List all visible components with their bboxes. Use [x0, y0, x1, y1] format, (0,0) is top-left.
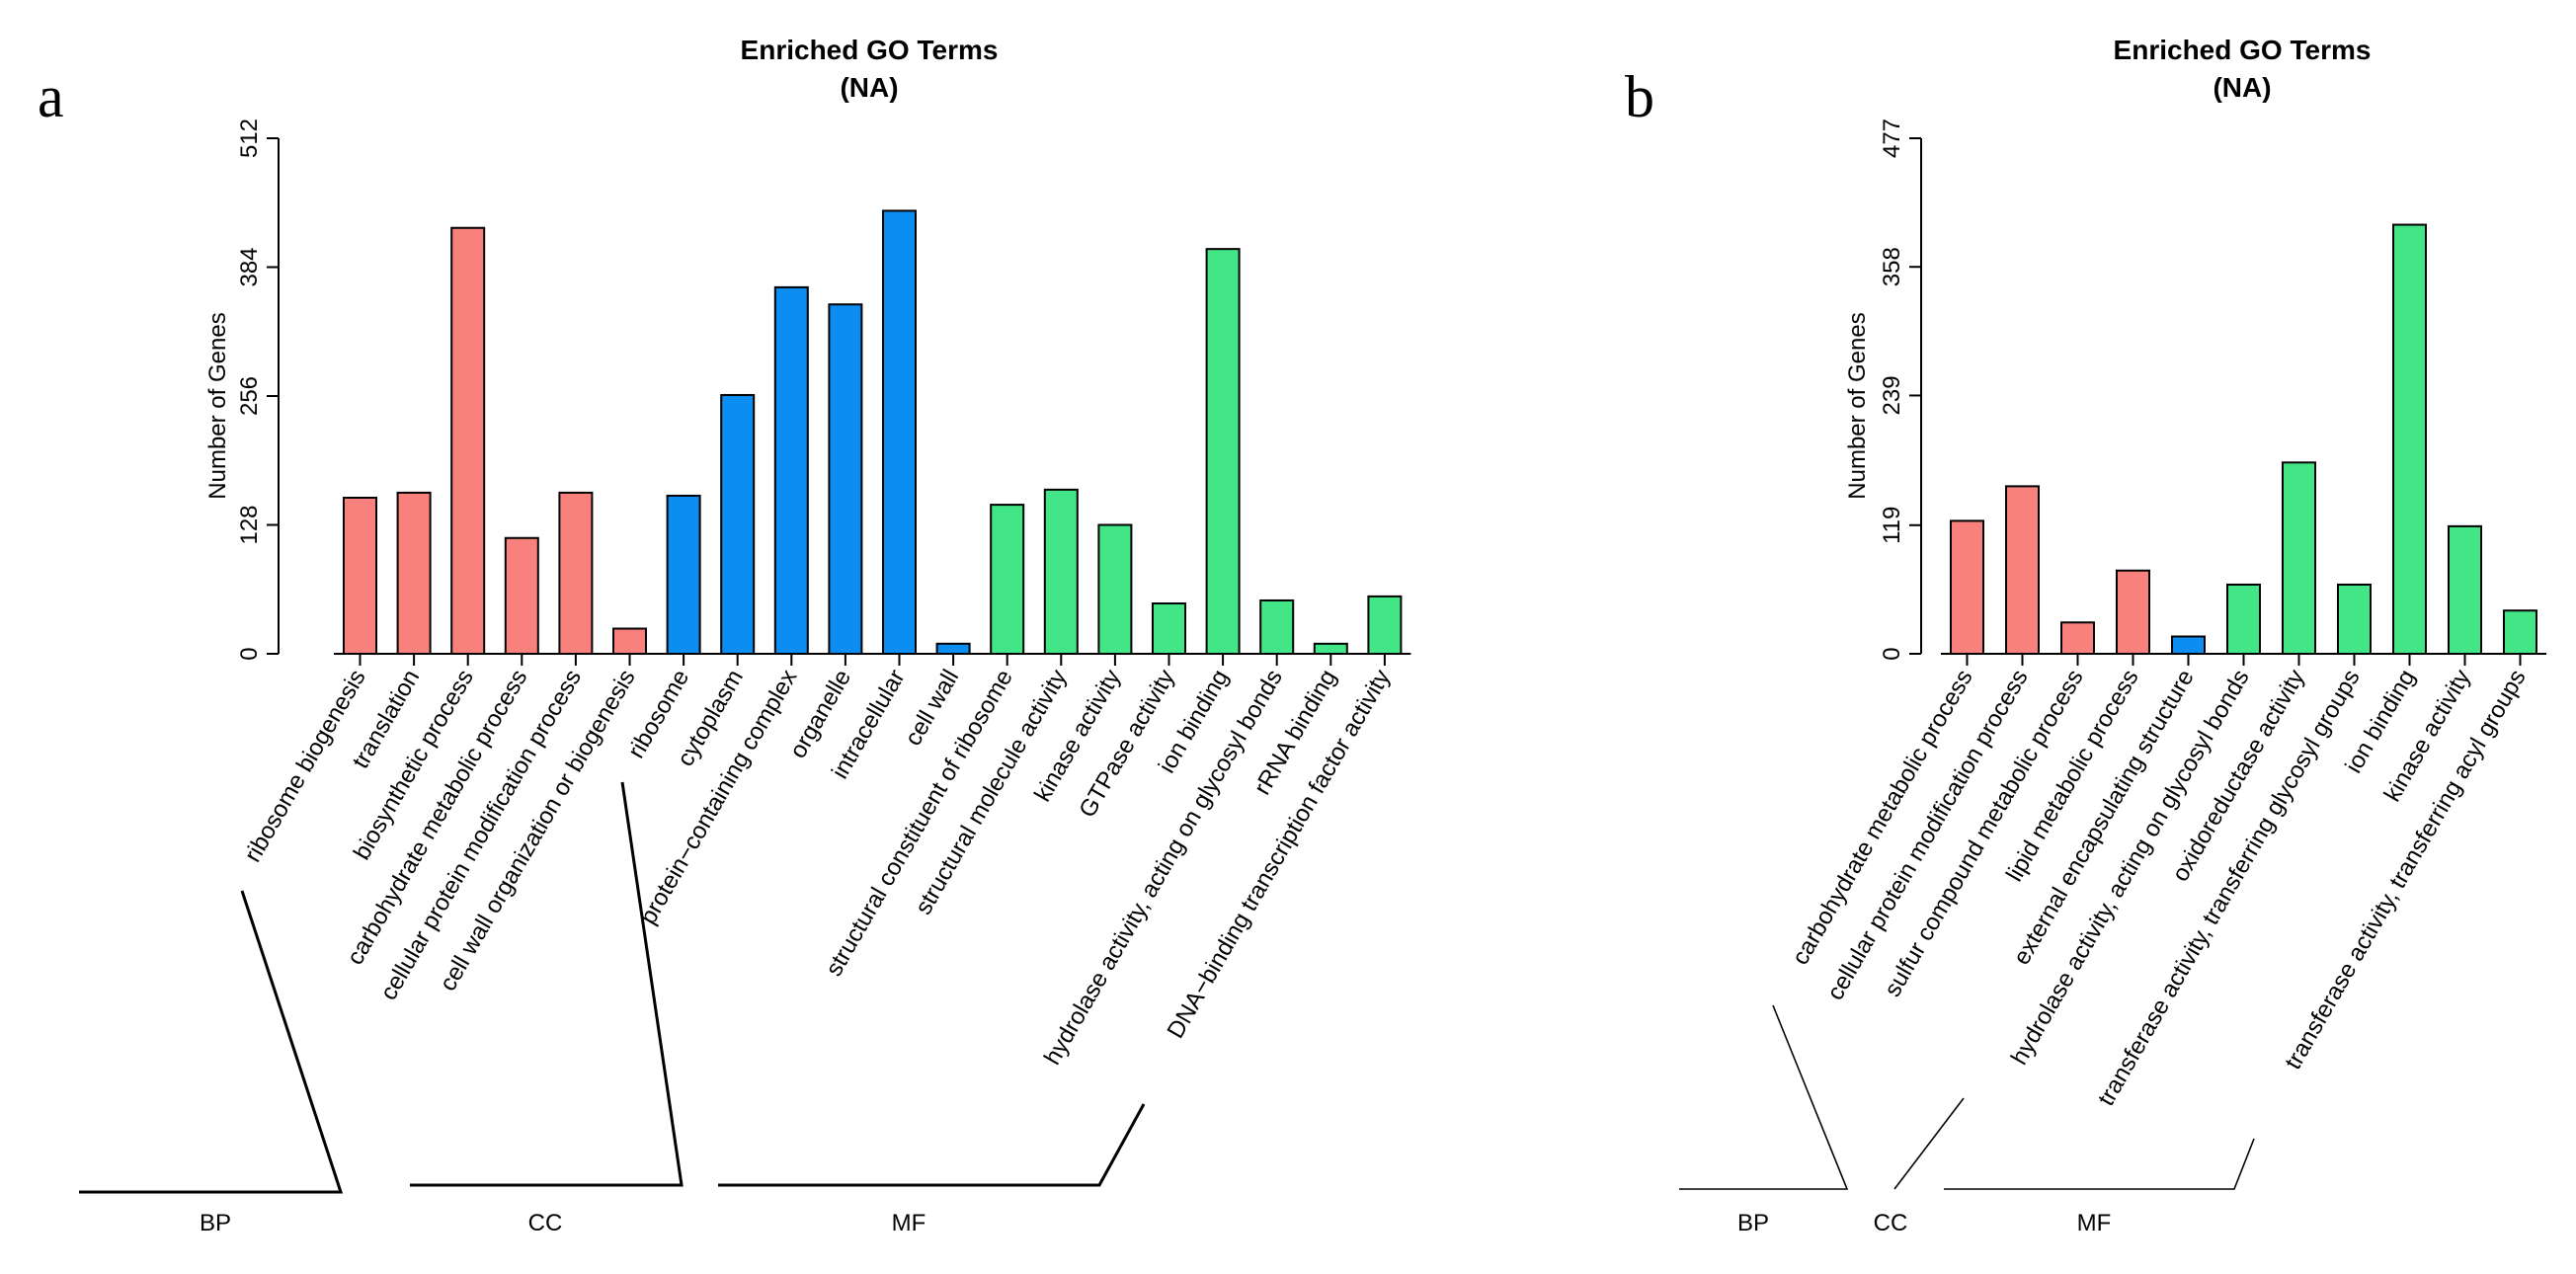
y-axis-title: Number of Genes [204, 312, 231, 499]
x-tick-label: ribosome biogenesis [239, 666, 370, 867]
bar-cc [828, 303, 863, 655]
bar-bp [2005, 485, 2040, 655]
bar-mf [1367, 595, 1403, 655]
bar-bp [612, 627, 647, 655]
y-tick-label: 512 [236, 119, 263, 158]
group-bracket-bp [1679, 1004, 1849, 1190]
bar-mf [1152, 602, 1186, 655]
bar-cc [2171, 635, 2206, 655]
bar-mf [2226, 583, 2261, 656]
bar-cc [666, 494, 701, 655]
group-label-cc: CC [528, 1210, 563, 1236]
bar-mf [1205, 248, 1241, 655]
bar-mf [2503, 609, 2537, 656]
y-tick-label: 358 [1879, 247, 1905, 286]
bar-cc [773, 285, 809, 655]
bar-bp [2116, 569, 2150, 655]
bar-bp [558, 491, 594, 655]
bar-bp [2060, 621, 2095, 656]
chart-title: Enriched GO Terms [2114, 35, 2372, 65]
y-tick-label: 256 [236, 376, 263, 416]
bar-mf [1097, 523, 1133, 655]
group-bracket-mf [718, 1103, 1146, 1187]
group-label-cc: CC [1874, 1210, 1908, 1236]
bar-mf [2282, 461, 2316, 655]
chart-title: Enriched GO Terms [741, 35, 999, 65]
y-tick-label: 0 [1879, 647, 1905, 660]
group-bracket-mf [1944, 1138, 2255, 1190]
bar-cc [720, 393, 756, 655]
group-bracket-cc [1893, 1097, 1965, 1190]
bar-mf [990, 504, 1025, 655]
group-bracket-bp [79, 890, 344, 1194]
bar-bp [504, 536, 539, 655]
chart-subtitle: (NA) [2213, 72, 2271, 103]
bar-bp [1950, 519, 1984, 656]
y-tick-label: 128 [236, 505, 263, 544]
panel-letter: b [1625, 64, 1654, 129]
y-tick-label: 239 [1879, 375, 1905, 415]
y-axis-title: Number of Genes [1844, 312, 1871, 499]
panel-letter: a [38, 64, 64, 129]
y-tick-label: 384 [236, 247, 263, 286]
group-label-bp: BP [200, 1210, 231, 1236]
bar-mf [1043, 488, 1079, 655]
y-tick-label: 477 [1879, 119, 1905, 158]
bar-bp [396, 491, 432, 655]
bar-mf [2337, 583, 2372, 656]
group-label-mf: MF [2077, 1210, 2112, 1236]
bar-mf [1313, 642, 1348, 655]
bar-cc [882, 209, 917, 655]
group-bracket-cc [410, 781, 684, 1187]
bar-mf [1259, 598, 1295, 655]
chart-subtitle: (NA) [840, 72, 898, 103]
bar-cc [935, 642, 971, 655]
bar-bp [450, 226, 486, 655]
chart-panel-a: a Enriched GO Terms (NA) 0 128 256 384 512 Numbe… [38, 35, 1411, 1236]
y-tick-label: 119 [1879, 507, 1905, 544]
chart-panel-b: b Enriched GO Terms (NA) 0 119 239 358 477 Numbe… [1625, 35, 2546, 1236]
group-label-bp: BP [1737, 1210, 1769, 1236]
bar-mf [2448, 524, 2482, 655]
bar-bp [343, 496, 377, 655]
y-tick-label: 0 [236, 647, 263, 660]
group-label-mf: MF [892, 1210, 926, 1236]
bar-mf [2392, 223, 2427, 655]
